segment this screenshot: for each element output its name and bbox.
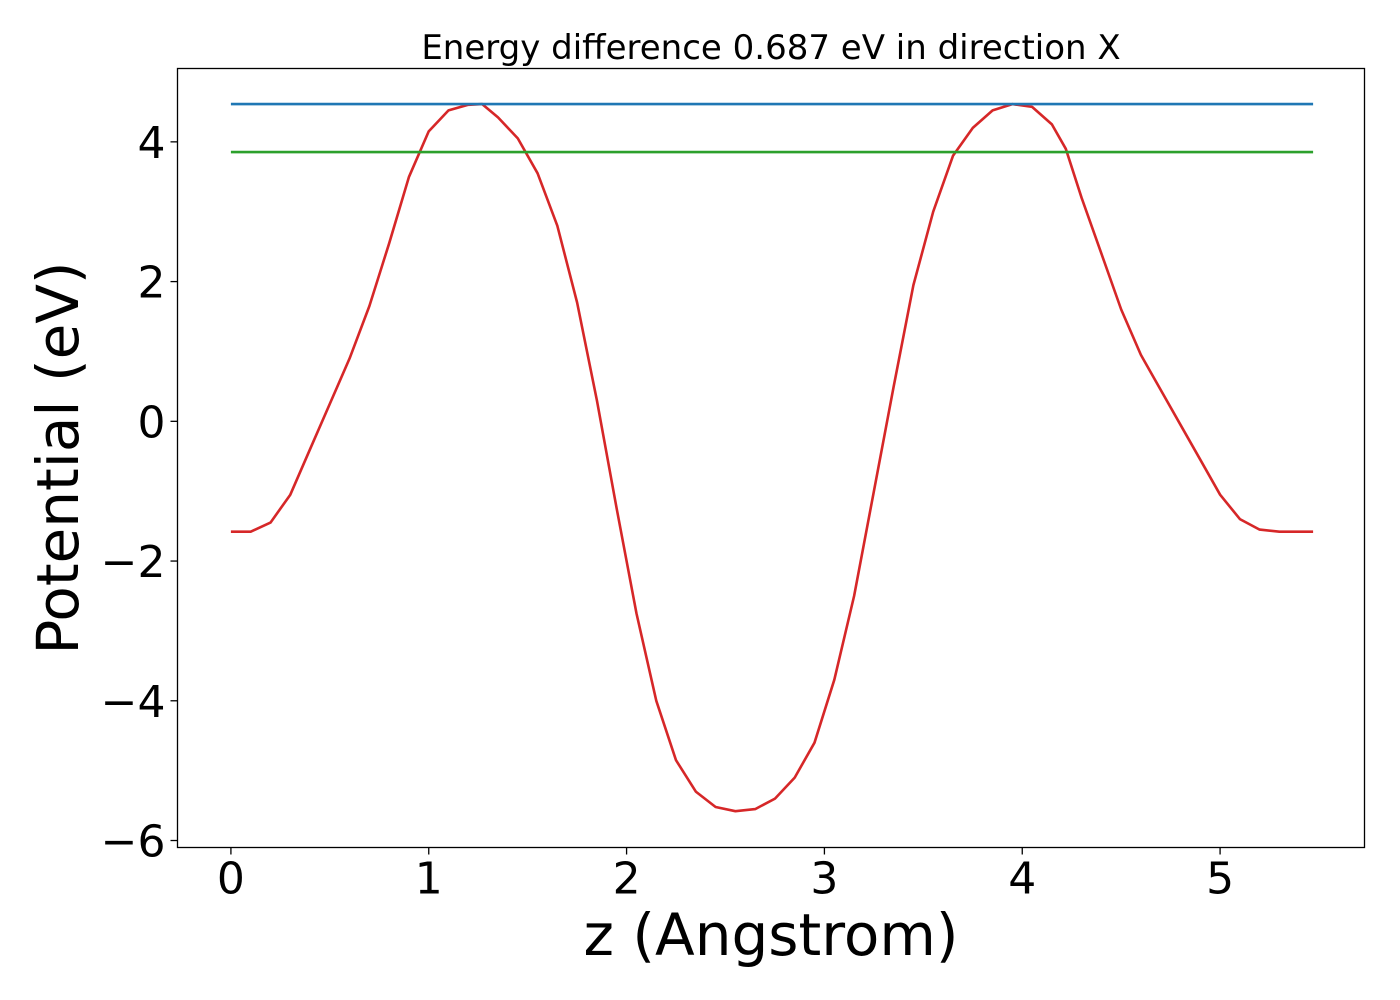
x-axis: 0 1 2 3 4 5 bbox=[217, 847, 1234, 905]
chart-title: Energy difference 0.687 eV in direction … bbox=[421, 28, 1120, 68]
y-axis-label: Potential (eV) bbox=[24, 261, 92, 654]
plot-area bbox=[230, 102, 1314, 813]
y-tick-label: 0 bbox=[138, 397, 166, 448]
x-tick-label: 4 bbox=[1008, 854, 1036, 905]
x-tick-label: 0 bbox=[217, 854, 245, 905]
y-tick-label: −2 bbox=[101, 537, 166, 588]
series-line-0 bbox=[230, 102, 1314, 813]
x-tick-label: 1 bbox=[415, 854, 443, 905]
y-tick-label: −4 bbox=[101, 677, 166, 728]
y-tick-label: −6 bbox=[101, 817, 166, 868]
y-axis: −6 −4 −2 0 2 4 bbox=[101, 118, 178, 868]
x-tick-label: 3 bbox=[810, 854, 838, 905]
y-tick-label: 2 bbox=[138, 258, 166, 309]
x-axis-label: z (Angstrom) bbox=[584, 901, 959, 969]
x-tick-label: 5 bbox=[1206, 854, 1234, 905]
y-tick-label: 4 bbox=[138, 118, 166, 169]
x-tick-label: 2 bbox=[613, 854, 641, 905]
plot-frame bbox=[176, 67, 1366, 849]
